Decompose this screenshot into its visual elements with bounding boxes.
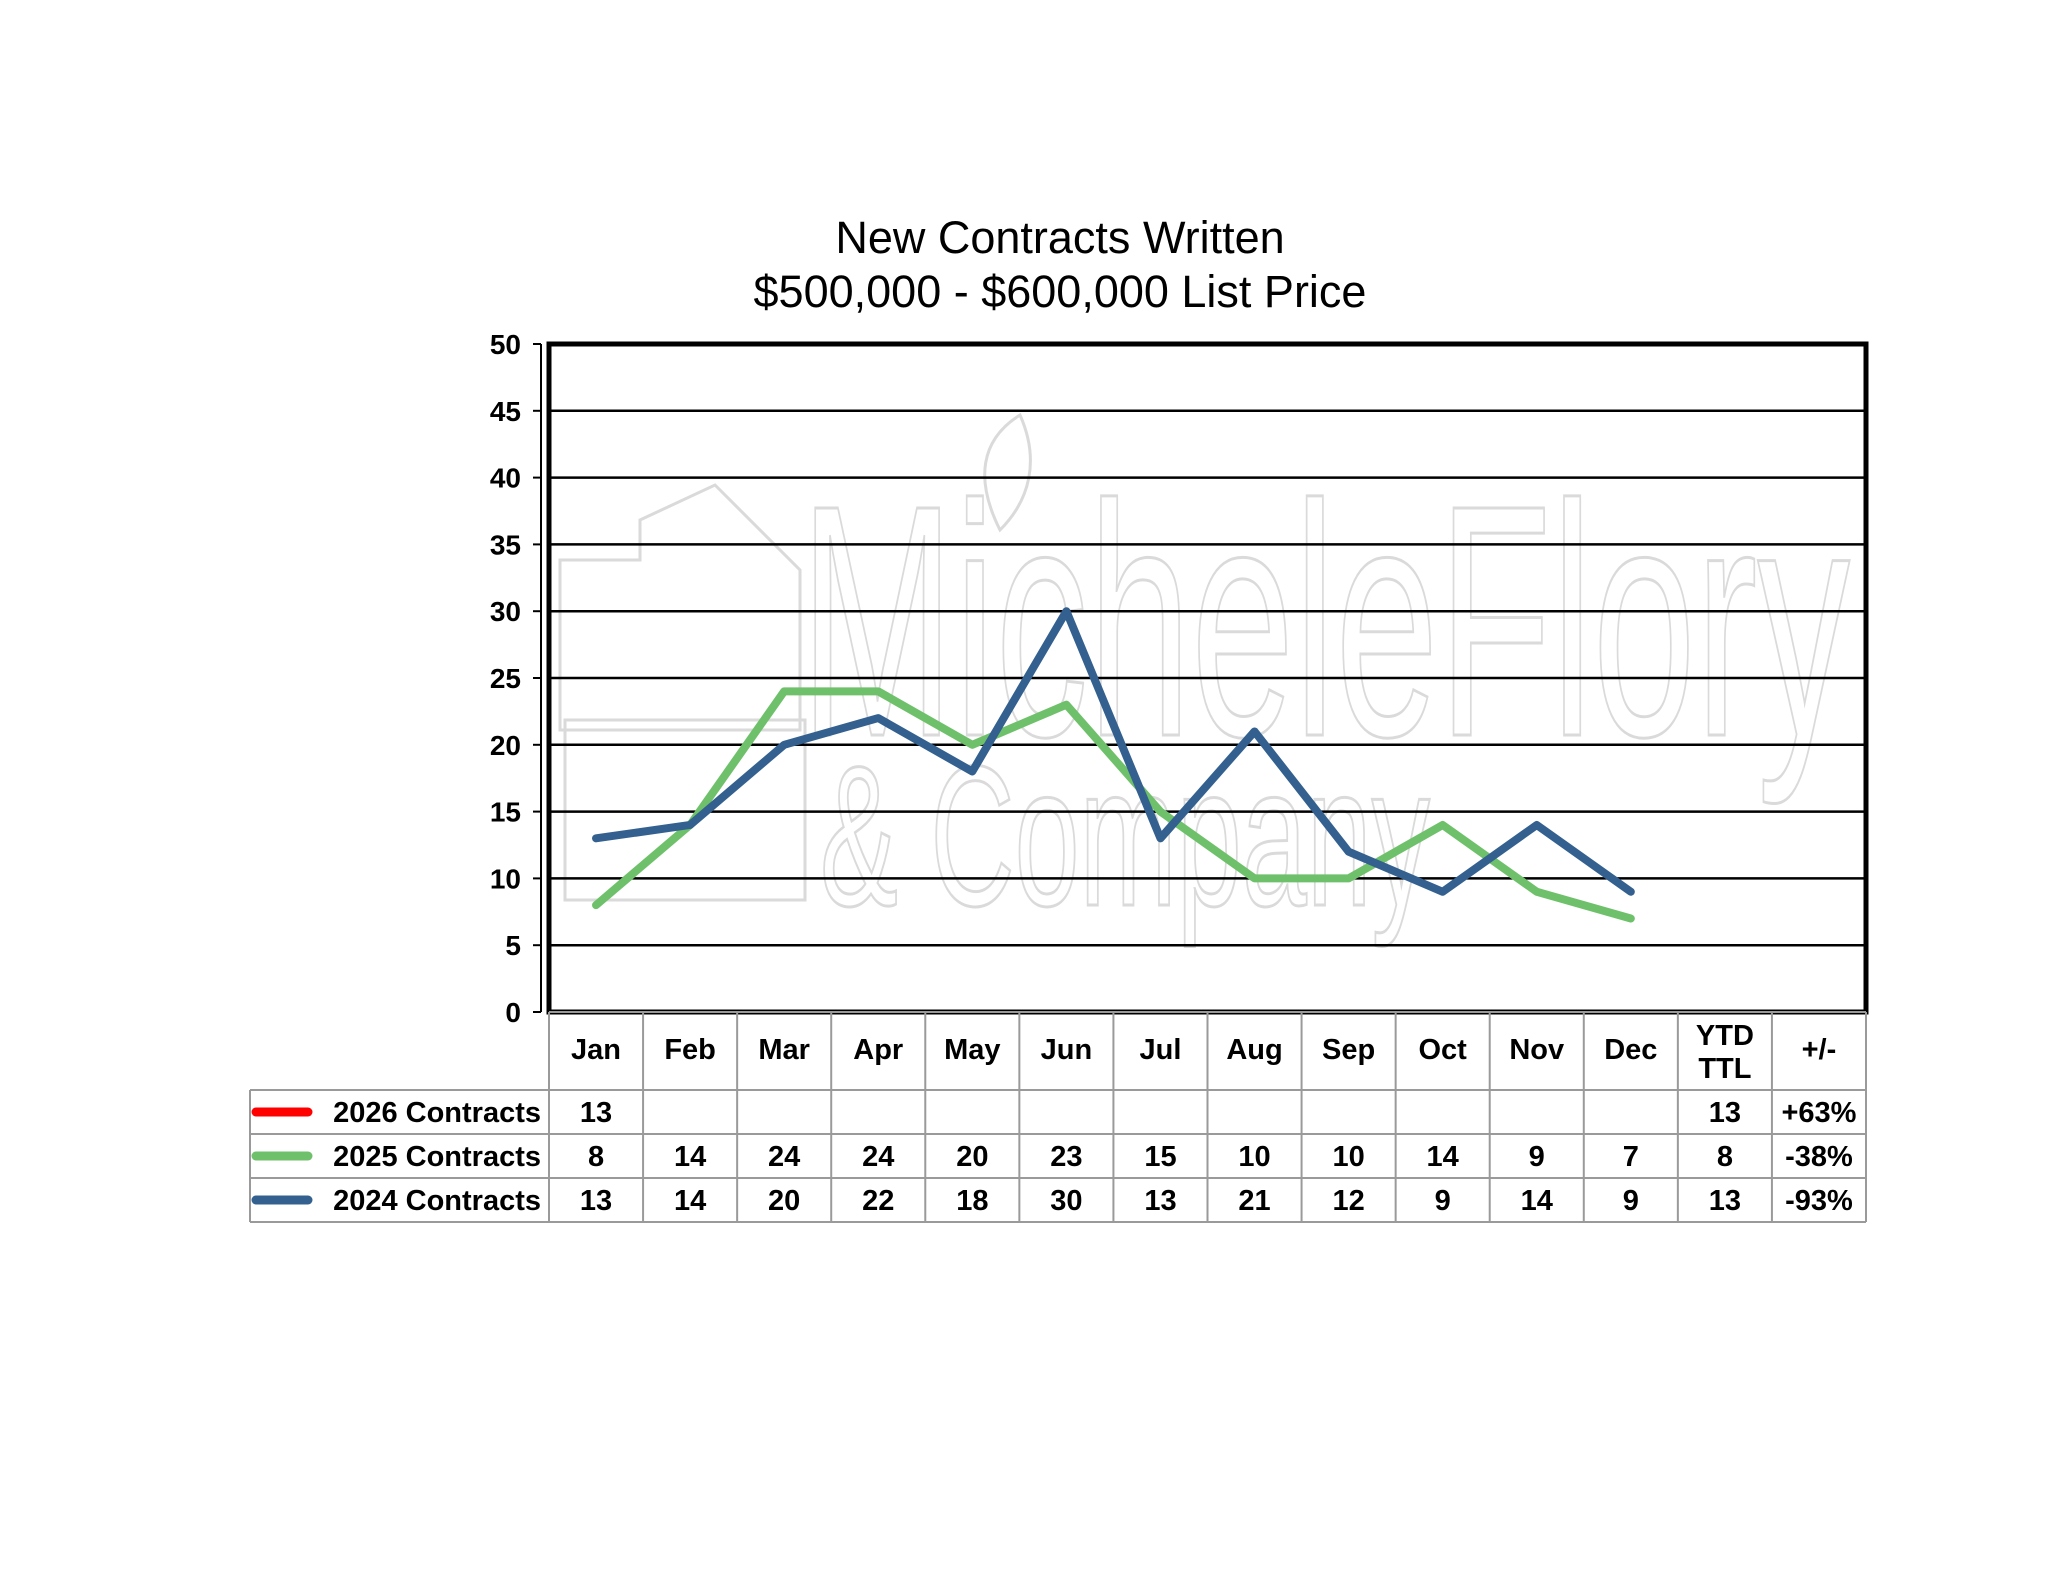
table-cell: 20 xyxy=(956,1141,988,1173)
table-cell: 14 xyxy=(674,1141,706,1173)
table-cell: 7 xyxy=(1623,1141,1639,1173)
y-tick-label: 0 xyxy=(505,997,521,1028)
series-line-1 xyxy=(592,687,1635,923)
y-tick-label: 45 xyxy=(490,396,521,427)
table-cell: 13 xyxy=(580,1185,612,1217)
month-header-may: May xyxy=(944,1034,1000,1066)
month-header-aug: Aug xyxy=(1226,1034,1282,1066)
chart-subtitle: $500,000 - $600,000 List Price xyxy=(754,266,1367,317)
table-cell: 9 xyxy=(1623,1185,1639,1217)
month-header-sep: Sep xyxy=(1322,1034,1375,1066)
table-cell: 13 xyxy=(580,1097,612,1129)
y-tick-label: 10 xyxy=(490,863,521,894)
y-tick-label: 50 xyxy=(490,329,521,360)
month-header-nov: Nov xyxy=(1509,1034,1564,1066)
table-cell: 15 xyxy=(1144,1141,1176,1173)
table-cell: 10 xyxy=(1332,1141,1364,1173)
month-header-jul: Jul xyxy=(1140,1034,1182,1066)
month-header-oct: Oct xyxy=(1419,1034,1468,1066)
ytd-header-line1: YTD xyxy=(1696,1020,1754,1052)
month-header-jan: Jan xyxy=(571,1034,621,1066)
change-cell: +63% xyxy=(1781,1097,1856,1129)
table-cell: 8 xyxy=(588,1141,604,1173)
table-cell: 13 xyxy=(1144,1185,1176,1217)
y-tick-label: 30 xyxy=(490,596,521,627)
y-tick-label: 25 xyxy=(490,663,521,694)
ytd-header-line2: TTL xyxy=(1698,1053,1751,1085)
table-cell: 30 xyxy=(1050,1185,1082,1217)
change-header: +/- xyxy=(1802,1034,1837,1066)
y-tick-label: 40 xyxy=(490,463,521,494)
table-cell: 24 xyxy=(862,1141,894,1173)
month-header-jun: Jun xyxy=(1041,1034,1093,1066)
table-cell: 9 xyxy=(1435,1185,1451,1217)
month-header-apr: Apr xyxy=(853,1034,903,1066)
table-cell: 23 xyxy=(1050,1141,1082,1173)
legend-label-0: 2026 Contracts xyxy=(333,1097,541,1129)
ytd-cell: 8 xyxy=(1717,1141,1733,1173)
month-header-mar: Mar xyxy=(758,1034,810,1066)
table-cell: 9 xyxy=(1529,1141,1545,1173)
y-tick-label: 20 xyxy=(490,730,521,761)
table-cell: 24 xyxy=(768,1141,800,1173)
y-tick-label: 5 xyxy=(505,930,521,961)
watermark: MicheleFlory & Company xyxy=(558,412,1852,950)
ytd-cell: 13 xyxy=(1709,1185,1741,1217)
table-cell: 21 xyxy=(1238,1185,1270,1217)
legend-label-2: 2024 Contracts xyxy=(333,1185,541,1217)
table-cell: 14 xyxy=(1521,1185,1553,1217)
y-tick-label: 15 xyxy=(490,797,521,828)
table-cell: 18 xyxy=(956,1185,988,1217)
change-cell: -38% xyxy=(1785,1141,1853,1173)
table-cell: 12 xyxy=(1332,1185,1364,1217)
watermark-leaf-logo xyxy=(983,412,1032,533)
series-line-2 xyxy=(592,607,1635,896)
y-tick-label: 35 xyxy=(490,529,521,560)
watermark-house-logo xyxy=(558,483,807,902)
legend-label-1: 2025 Contracts xyxy=(333,1141,541,1173)
table-cell: 14 xyxy=(674,1185,706,1217)
month-header-feb: Feb xyxy=(664,1034,716,1066)
ytd-cell: 13 xyxy=(1709,1097,1741,1129)
month-header-dec: Dec xyxy=(1604,1034,1657,1066)
table-cell: 20 xyxy=(768,1185,800,1217)
chart-title: New Contracts Written xyxy=(835,212,1284,263)
table-cell: 22 xyxy=(862,1185,894,1217)
change-cell: -93% xyxy=(1785,1185,1853,1217)
table-cell: 14 xyxy=(1427,1141,1459,1173)
table-cell: 10 xyxy=(1238,1141,1270,1173)
